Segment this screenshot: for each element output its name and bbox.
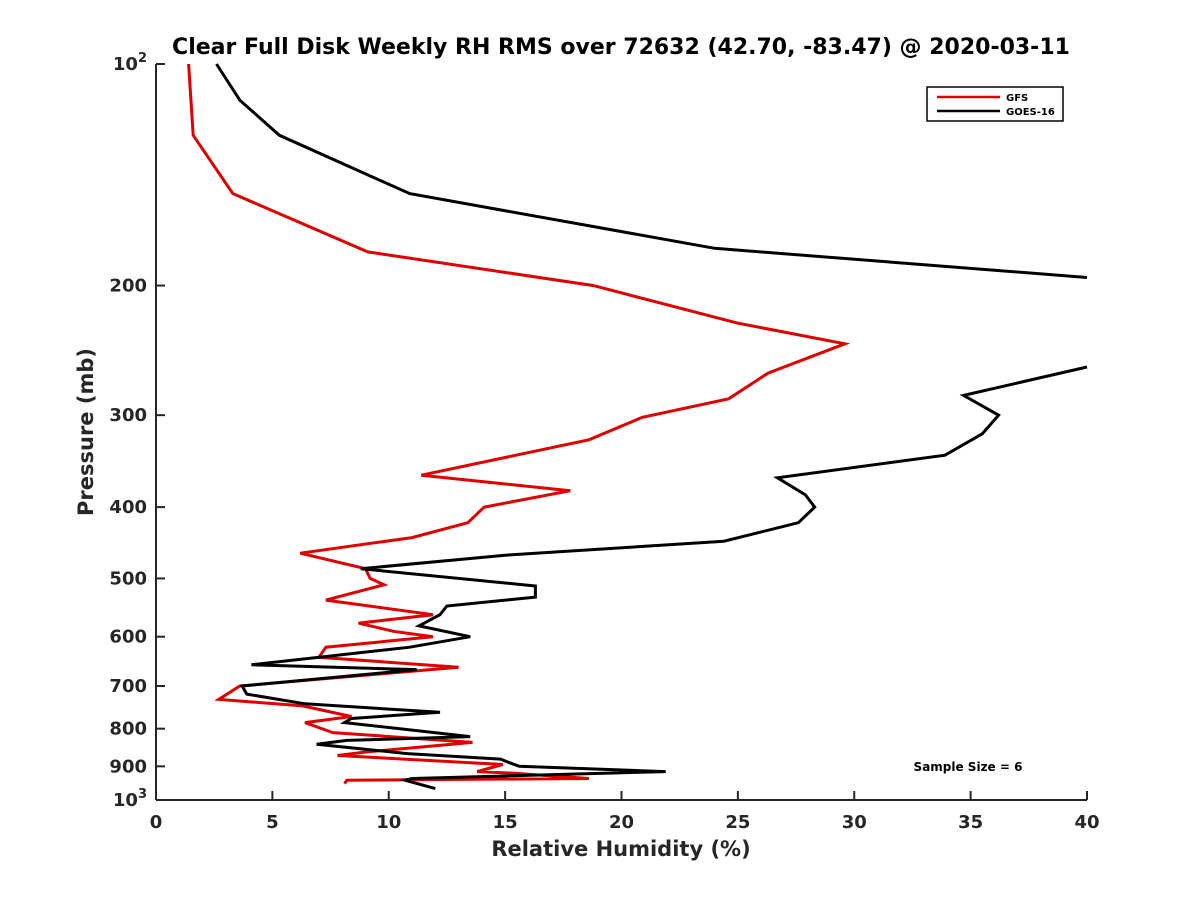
x-axis-label: Relative Humidity (%) xyxy=(491,837,750,861)
y-tick-label: 800 xyxy=(109,719,147,740)
x-tick-label: 35 xyxy=(958,812,983,833)
y-tick-label: 900 xyxy=(109,756,147,777)
y-tick-label: 500 xyxy=(109,568,147,589)
y-tick-label: 400 xyxy=(109,497,147,518)
series-layer xyxy=(187,63,1088,791)
y-tick-label: 700 xyxy=(109,676,147,697)
legend-label-goes-16: GOES-16 xyxy=(1006,107,1055,118)
y-tick-label: 300 xyxy=(109,405,147,426)
x-tick-layer: 0 5 10 15 20 25 30 35 40 xyxy=(150,791,1100,833)
legend-box xyxy=(926,86,1064,122)
legend: GFS GOES-16 xyxy=(926,86,1064,122)
y-tick-layer: 102 200 300 400 500 600 700 800 900 103 xyxy=(109,51,165,811)
x-tick-label: 30 xyxy=(842,812,867,833)
series-line-goes-16 xyxy=(215,63,1088,791)
x-tick-label: 20 xyxy=(609,812,634,833)
y-tick-label: 103 xyxy=(113,787,147,811)
y-tick-label: 600 xyxy=(109,627,147,648)
y-axis-label: Pressure (mb) xyxy=(74,348,98,516)
x-tick-label: 25 xyxy=(725,812,750,833)
x-tick-label: 0 xyxy=(150,812,163,833)
x-tick-label: 5 xyxy=(266,812,279,833)
legend-label-gfs: GFS xyxy=(1006,93,1028,104)
sample-size-annotation: Sample Size = 6 xyxy=(914,760,1023,774)
chart-title: Clear Full Disk Weekly RH RMS over 72632… xyxy=(172,35,1070,60)
y-tick-label: 200 xyxy=(109,276,147,297)
x-tick-label: 15 xyxy=(493,812,518,833)
y-tick-label: 102 xyxy=(113,51,147,75)
x-tick-label: 10 xyxy=(376,812,401,833)
x-tick-label: 40 xyxy=(1074,812,1099,833)
